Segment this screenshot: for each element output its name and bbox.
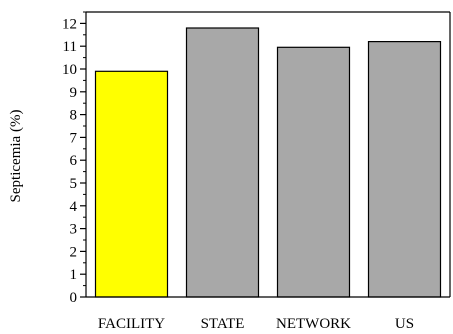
y-axis-label: Septicemia (%) (8, 110, 24, 203)
x-tick-label: US (395, 316, 414, 332)
bars-layer (94, 27, 442, 298)
y-tick-label: 12 (62, 16, 77, 32)
y-tick-label: 8 (70, 108, 78, 124)
y-tick-label: 0 (70, 290, 78, 306)
y-tick-label: 9 (70, 85, 78, 101)
bar-state (185, 27, 260, 298)
axes-layer (85, 11, 451, 298)
x-tick-label: NETWORK (276, 316, 351, 332)
x-category-labels: FACILITY STATE NETWORK US (98, 316, 414, 332)
y-tick-label: 2 (70, 244, 78, 260)
y-tick-label: 11 (63, 39, 77, 55)
y-tick-label: 4 (70, 199, 78, 215)
y-tick-label: 5 (70, 176, 78, 192)
y-tick-label: 3 (70, 222, 78, 238)
y-tick-label: 6 (70, 153, 78, 169)
x-tick-label: STATE (201, 316, 245, 332)
bar-us (367, 40, 442, 298)
bar-network (276, 46, 351, 298)
y-tick-label: 10 (62, 62, 77, 78)
y-tick-label: 7 (70, 130, 78, 146)
bar-facility (94, 70, 169, 298)
y-tick-label: 1 (70, 267, 78, 283)
x-tick-label: FACILITY (98, 316, 165, 332)
